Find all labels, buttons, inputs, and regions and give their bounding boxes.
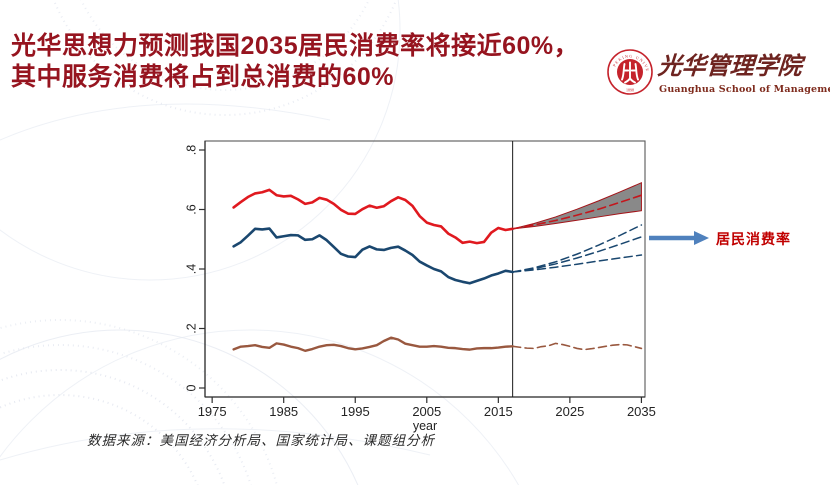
guanghua-logo: PEKING UNIVERSITY 1898 光华管理学院 Guanghua S… xyxy=(604,44,830,102)
annotation-label: 居民消费率 xyxy=(716,231,791,247)
series-navy-solid-historical xyxy=(232,227,514,285)
x-axis-title: year xyxy=(413,419,437,433)
consumption-forecast-chart: 0 .2 .4 .6 .8 1975 1985 1995 2005 2015 2025 2035 yea… xyxy=(184,140,656,433)
data-source-note: 数据来源：美国经济分析局、国家统计局、课题组分析 xyxy=(87,433,435,449)
slide-title-line-1: 光华思想力预测我国2035居民消费率将接近60%， xyxy=(11,32,580,60)
series-brown-solid-historical xyxy=(232,336,514,353)
slide-title: 光华思想力预测我国2035居民消费率将接近60%， 其中服务消费将占到总消费的6… xyxy=(11,31,651,93)
x-tick-label: 2025 xyxy=(555,404,584,419)
logo-english-name: Guanghua School of Management xyxy=(659,84,830,95)
series-brown-forecast xyxy=(511,342,643,351)
series-navy-forecast-mid xyxy=(511,236,643,273)
logo-chinese-name: 光华管理学院 xyxy=(656,51,803,80)
y-tick-label: 0 xyxy=(184,384,198,391)
x-tick-label: 2015 xyxy=(484,404,513,419)
series-red-solid-historical xyxy=(232,188,514,245)
red-forecast-uncertainty-band xyxy=(512,181,642,230)
series-navy-forecast-high xyxy=(511,224,643,273)
y-tick-label: .8 xyxy=(184,145,198,155)
slide-title-line-2: 其中服务消费将占到总消费的60% xyxy=(11,63,395,91)
annotation-arrow-right-icon xyxy=(649,231,709,245)
pku-seal-icon: PEKING UNIVERSITY 1898 xyxy=(607,49,653,95)
x-tick-label: 1975 xyxy=(198,404,227,419)
y-tick-label: .6 xyxy=(184,204,198,214)
x-tick-label: 2005 xyxy=(412,404,441,419)
chart-area: 0 .2 .4 .6 .8 1975 1985 1995 2005 2015 2025 2035 yea… xyxy=(170,132,670,444)
seal-year-text: 1898 xyxy=(626,88,634,93)
x-tick-label: 1985 xyxy=(269,404,298,419)
x-tick-label: 1995 xyxy=(341,404,370,419)
series-red-forecast-central xyxy=(511,194,643,230)
y-tick-label: .4 xyxy=(184,264,198,274)
axis-frame xyxy=(204,140,646,398)
y-tick-label: .2 xyxy=(184,323,198,333)
x-tick-label: 2035 xyxy=(627,404,656,419)
series-navy-forecast-low xyxy=(511,254,643,273)
